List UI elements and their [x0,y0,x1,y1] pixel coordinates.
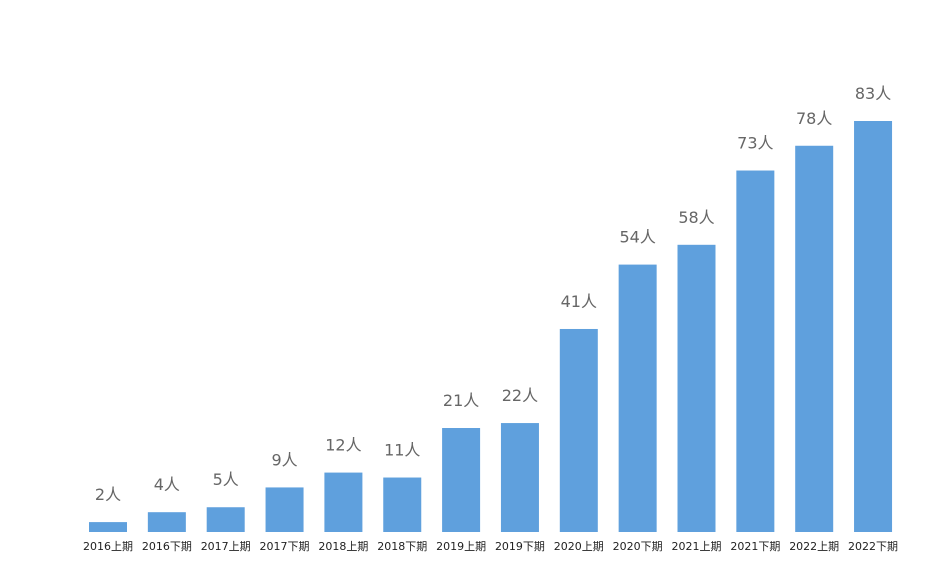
x-tick-label-2016上期: 2016上期 [83,540,133,553]
value-label-2022下期: 83人 [855,84,891,103]
x-tick-label-2019上期: 2019上期 [436,540,486,553]
value-label-2019下期: 22人 [502,386,538,405]
x-axis-ticks: 2016上期 2016下期 2017上期 2017下期 2018上期 2018下期 2019… [83,540,898,553]
value-label-2016上期: 2人 [95,485,121,504]
bar-2018下期 [383,477,422,532]
x-tick-label-2018上期: 2018上期 [318,540,368,553]
value-label-2021下期: 73人 [737,134,773,153]
x-tick-label-2017下期: 2017下期 [260,540,310,553]
value-labels-group: 2人 4人 5人 9人 12人 11人 21人 22人 41人 54人 58人 73人 78人 83人 [95,84,891,504]
x-tick-label-2020下期: 2020下期 [613,540,663,553]
x-tick-label-2021上期: 2021上期 [672,540,722,553]
bar-2017下期 [265,487,304,532]
x-tick-label-2020上期: 2020上期 [554,540,604,553]
bar-2019下期 [500,423,539,532]
value-label-2017下期: 9人 [271,450,297,469]
value-label-2018下期: 11人 [384,441,420,460]
value-label-2021上期: 58人 [678,208,714,227]
value-label-2020下期: 54人 [619,228,655,247]
bar-2022上期 [795,145,834,532]
x-tick-label-2018下期: 2018下期 [377,540,427,553]
bar-2020下期 [618,264,657,532]
value-label-2022上期: 78人 [796,109,832,128]
x-tick-label-2022上期: 2022上期 [789,540,839,553]
x-tick-label-2016下期: 2016下期 [142,540,192,553]
value-label-2019上期: 21人 [443,391,479,410]
bar-2018上期 [324,472,363,532]
value-label-2018上期: 12人 [325,436,361,455]
bar-2016上期 [89,522,127,532]
x-tick-label-2021下期: 2021下期 [730,540,780,553]
value-label-2016下期: 4人 [154,475,180,494]
bars-group [89,121,893,533]
x-tick-label-2017上期: 2017上期 [201,540,251,553]
value-label-2020上期: 41人 [561,292,597,311]
x-tick-label-2022下期: 2022下期 [848,540,898,553]
bar-2020上期 [559,328,598,532]
bar-2019上期 [442,428,481,532]
bar-2022下期 [854,121,893,532]
value-label-2017上期: 5人 [213,470,239,489]
bar-2016下期 [147,512,186,532]
x-tick-label-2019下期: 2019下期 [495,540,545,553]
bar-2021上期 [677,244,716,533]
bar-2017上期 [206,507,245,532]
bar-2021下期 [736,170,775,532]
